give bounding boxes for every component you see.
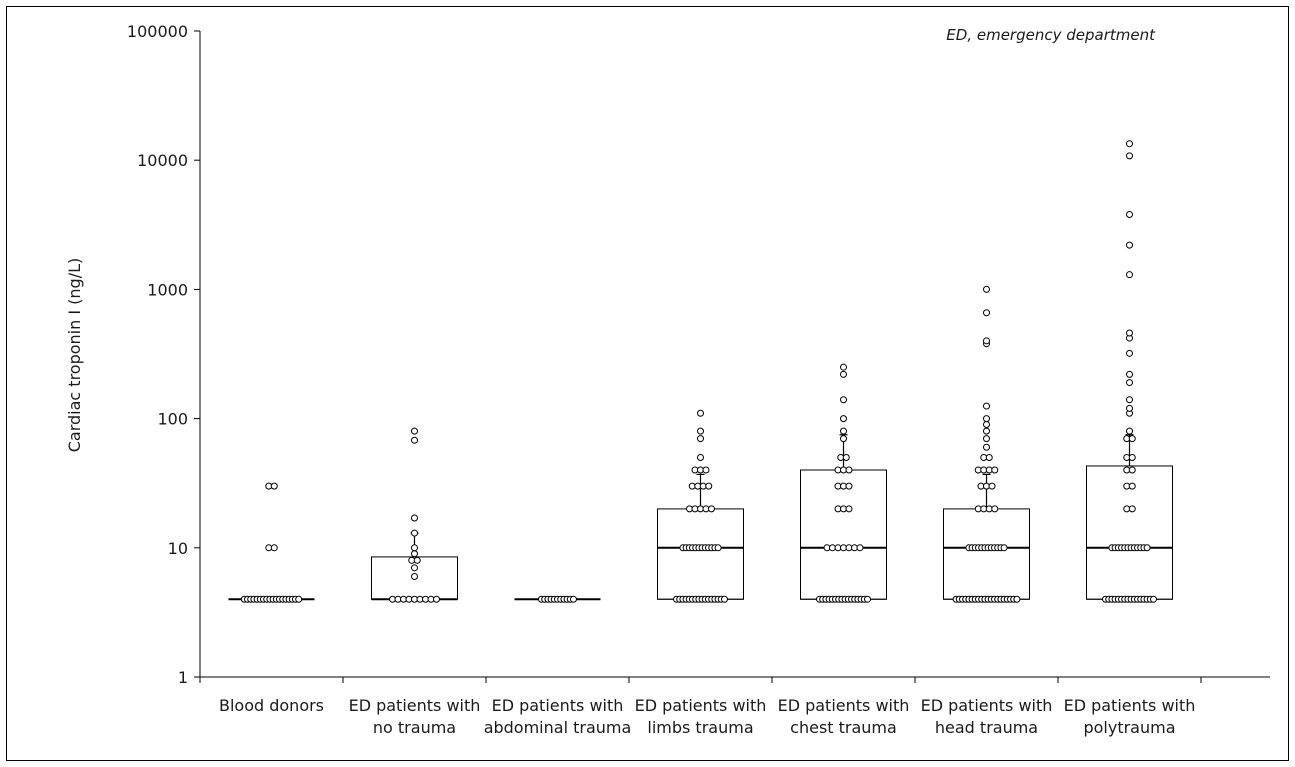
- data-point: [1128, 482, 1136, 490]
- x-category-label-line2: limbs trauma: [647, 718, 753, 737]
- box: [943, 508, 1030, 600]
- chart-annotation: ED, emergency department: [946, 26, 1156, 44]
- x-category-label-line2: no trauma: [373, 718, 456, 737]
- data-point: [840, 435, 847, 443]
- data-point: [1128, 453, 1136, 461]
- data-point: [295, 595, 303, 603]
- data-point: [1013, 595, 1021, 603]
- x-category-label: ED patients with: [1064, 696, 1196, 715]
- data-point: [1128, 435, 1136, 443]
- x-category-label-line2: polytrauma: [1083, 718, 1175, 737]
- x-category-label-line2: chest trauma: [790, 718, 897, 737]
- data-point: [714, 544, 722, 552]
- data-point: [1126, 370, 1133, 378]
- data-point: [697, 435, 704, 443]
- x-category-label: ED patients with: [349, 696, 481, 715]
- data-point: [983, 421, 990, 429]
- data-point: [840, 363, 847, 371]
- y-tick-label: 10: [168, 539, 188, 558]
- data-point: [697, 427, 704, 435]
- data-point: [411, 572, 418, 580]
- y-tick-label: 10000: [137, 151, 188, 170]
- x-category-label-line2: head trauma: [935, 718, 1038, 737]
- x-axis: Blood donors ED patients with no trauma ED …: [199, 676, 1270, 737]
- y-tick-label: 100: [157, 410, 188, 429]
- data-point: [1126, 404, 1133, 412]
- data-point: [1126, 349, 1133, 357]
- data-point: [1126, 210, 1133, 218]
- y-tick-label: 1000: [147, 280, 188, 299]
- data-point: [1150, 595, 1157, 603]
- data-point: [1128, 505, 1136, 513]
- data-point: [1126, 271, 1133, 279]
- y-tick-label: 1: [178, 668, 188, 687]
- data-point: [840, 415, 847, 423]
- data-point: [1126, 396, 1133, 404]
- data-point: [983, 402, 990, 410]
- data-point: [708, 505, 715, 513]
- data-point: [270, 544, 278, 552]
- data-point: [983, 415, 990, 423]
- data-points: [240, 140, 1157, 603]
- data-point: [411, 529, 418, 537]
- data-point: [705, 482, 713, 490]
- data-point: [1126, 427, 1133, 435]
- data-point: [842, 453, 850, 461]
- data-point: [1126, 140, 1133, 148]
- data-point: [411, 427, 418, 435]
- data-point: [845, 482, 853, 490]
- data-point: [413, 556, 421, 564]
- data-point: [983, 435, 990, 443]
- data-point: [845, 505, 853, 513]
- data-point: [570, 595, 577, 603]
- x-category-label: ED patients with: [921, 696, 1053, 715]
- data-point: [840, 427, 847, 435]
- y-axis: 1 10 100 1000 10000 100000: [127, 22, 201, 687]
- y-axis-title: Cardiac troponin I (ng/L): [65, 258, 84, 453]
- data-point: [983, 337, 990, 345]
- data-point: [411, 544, 418, 552]
- data-point: [1126, 379, 1133, 387]
- data-point: [1000, 544, 1008, 552]
- x-category-label: ED patients with: [492, 696, 624, 715]
- data-point: [983, 285, 990, 293]
- box: [657, 508, 744, 600]
- chart-frame: [6, 6, 1289, 761]
- x-category-label: ED patients with: [635, 696, 767, 715]
- data-point: [1126, 152, 1133, 160]
- data-point: [991, 505, 999, 513]
- x-category-label-line2: abdominal trauma: [484, 718, 632, 737]
- data-point: [721, 595, 728, 603]
- data-point: [983, 443, 990, 451]
- data-point: [856, 544, 864, 552]
- data-point: [411, 436, 418, 444]
- data-point: [697, 409, 704, 417]
- data-point: [1126, 241, 1133, 249]
- data-point: [983, 427, 990, 435]
- data-point: [983, 309, 990, 317]
- data-point: [433, 595, 440, 603]
- x-category-label: Blood donors: [219, 696, 324, 715]
- data-point: [845, 466, 853, 474]
- data-point: [270, 482, 278, 490]
- data-point: [1126, 329, 1133, 337]
- data-point: [411, 550, 418, 558]
- data-point: [702, 466, 710, 474]
- x-category-label: ED patients with: [778, 696, 910, 715]
- data-point: [991, 466, 999, 474]
- data-point: [840, 370, 847, 378]
- data-point: [697, 453, 704, 461]
- data-point: [1128, 466, 1136, 474]
- data-point: [864, 595, 871, 603]
- data-point: [411, 514, 418, 522]
- data-point: [1143, 544, 1151, 552]
- data-point: [985, 453, 993, 461]
- data-point: [840, 396, 847, 404]
- y-tick-label: 100000: [127, 22, 188, 41]
- data-point: [411, 564, 418, 572]
- data-point: [988, 482, 996, 490]
